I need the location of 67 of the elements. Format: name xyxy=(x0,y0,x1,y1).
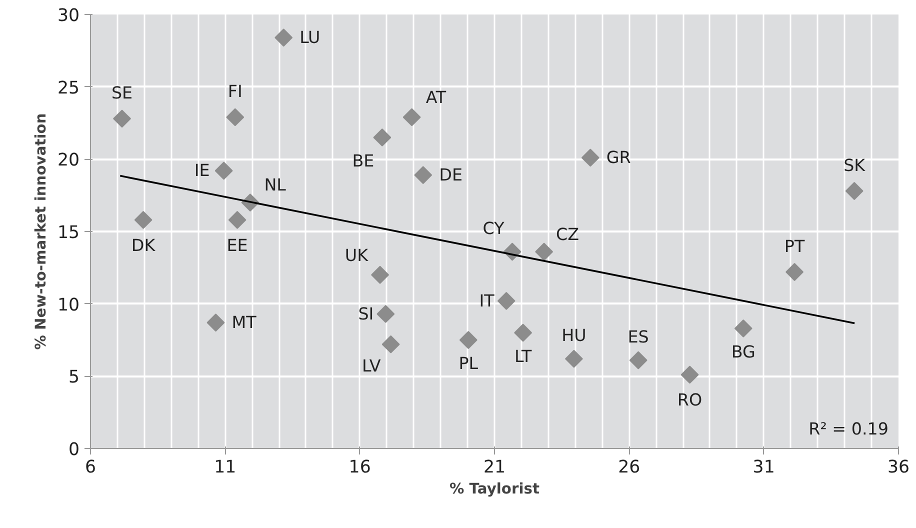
point xyxy=(113,110,131,128)
y-axis-title: % New-to-market innovation xyxy=(32,113,50,350)
y-tick-label: 10 xyxy=(57,295,80,316)
annotation: PL xyxy=(458,354,479,373)
point xyxy=(376,304,395,323)
y-tick-label: 0 xyxy=(68,440,80,460)
annotation: SI xyxy=(358,304,374,324)
point xyxy=(497,292,516,310)
annotation: LU xyxy=(300,28,320,48)
y-tick-label: 30 xyxy=(57,6,80,26)
annotation: FI xyxy=(228,82,242,102)
point xyxy=(564,350,583,368)
point xyxy=(845,182,864,200)
x-tick-label: 11 xyxy=(214,458,236,478)
x-tick-label: 31 xyxy=(752,458,775,478)
point xyxy=(786,263,804,281)
point xyxy=(226,108,244,126)
annotation: IT xyxy=(479,291,496,310)
x-axis-title: % Taylorist xyxy=(450,480,540,498)
point xyxy=(402,108,421,126)
y-tick-label: 20 xyxy=(57,150,80,171)
x-tick-label: 26 xyxy=(618,458,640,478)
y-tick-label: 15 xyxy=(57,223,80,243)
annotation: HU xyxy=(562,326,586,345)
x-tick-label: 16 xyxy=(348,458,371,478)
point xyxy=(581,148,600,167)
annotation: ES xyxy=(628,327,649,346)
annotation: AT xyxy=(426,88,447,108)
annotation: BE xyxy=(352,151,374,170)
annotation: EE xyxy=(226,236,248,255)
annotation: MT xyxy=(232,313,258,332)
annotation: SK xyxy=(844,156,866,175)
point xyxy=(214,162,233,180)
point xyxy=(382,335,400,354)
point xyxy=(371,266,390,284)
y-tick-label: 5 xyxy=(68,368,80,388)
y-tick-label: 25 xyxy=(57,78,80,98)
x-tick-label: 21 xyxy=(483,458,506,478)
point xyxy=(134,210,152,229)
point xyxy=(535,242,554,261)
annotation: DK xyxy=(131,236,156,255)
annotation: CZ xyxy=(556,224,580,244)
annotation: RO xyxy=(677,390,702,410)
point xyxy=(680,366,699,384)
annotation: IE xyxy=(194,161,210,180)
annotation: DE xyxy=(439,166,462,185)
point xyxy=(459,331,478,349)
x-tick-label: 6 xyxy=(84,458,96,478)
point xyxy=(206,314,225,332)
annotation: LV xyxy=(362,356,382,376)
annotation: GR xyxy=(606,148,632,168)
annotation: BG xyxy=(731,342,756,362)
annotation: CY xyxy=(482,218,506,238)
point xyxy=(734,319,752,338)
annotation: SE xyxy=(111,84,133,103)
point xyxy=(414,166,432,184)
point xyxy=(514,324,532,342)
annotation: LT xyxy=(514,346,532,366)
annotation: PT xyxy=(784,237,806,256)
annotation: R² = 0.19 xyxy=(808,420,889,438)
x-tick-label: 36 xyxy=(887,458,910,478)
point xyxy=(228,210,246,229)
annotation: UK xyxy=(344,246,370,265)
point xyxy=(373,128,392,146)
point xyxy=(274,28,293,47)
annotation: NL xyxy=(264,176,287,195)
point xyxy=(629,351,648,370)
